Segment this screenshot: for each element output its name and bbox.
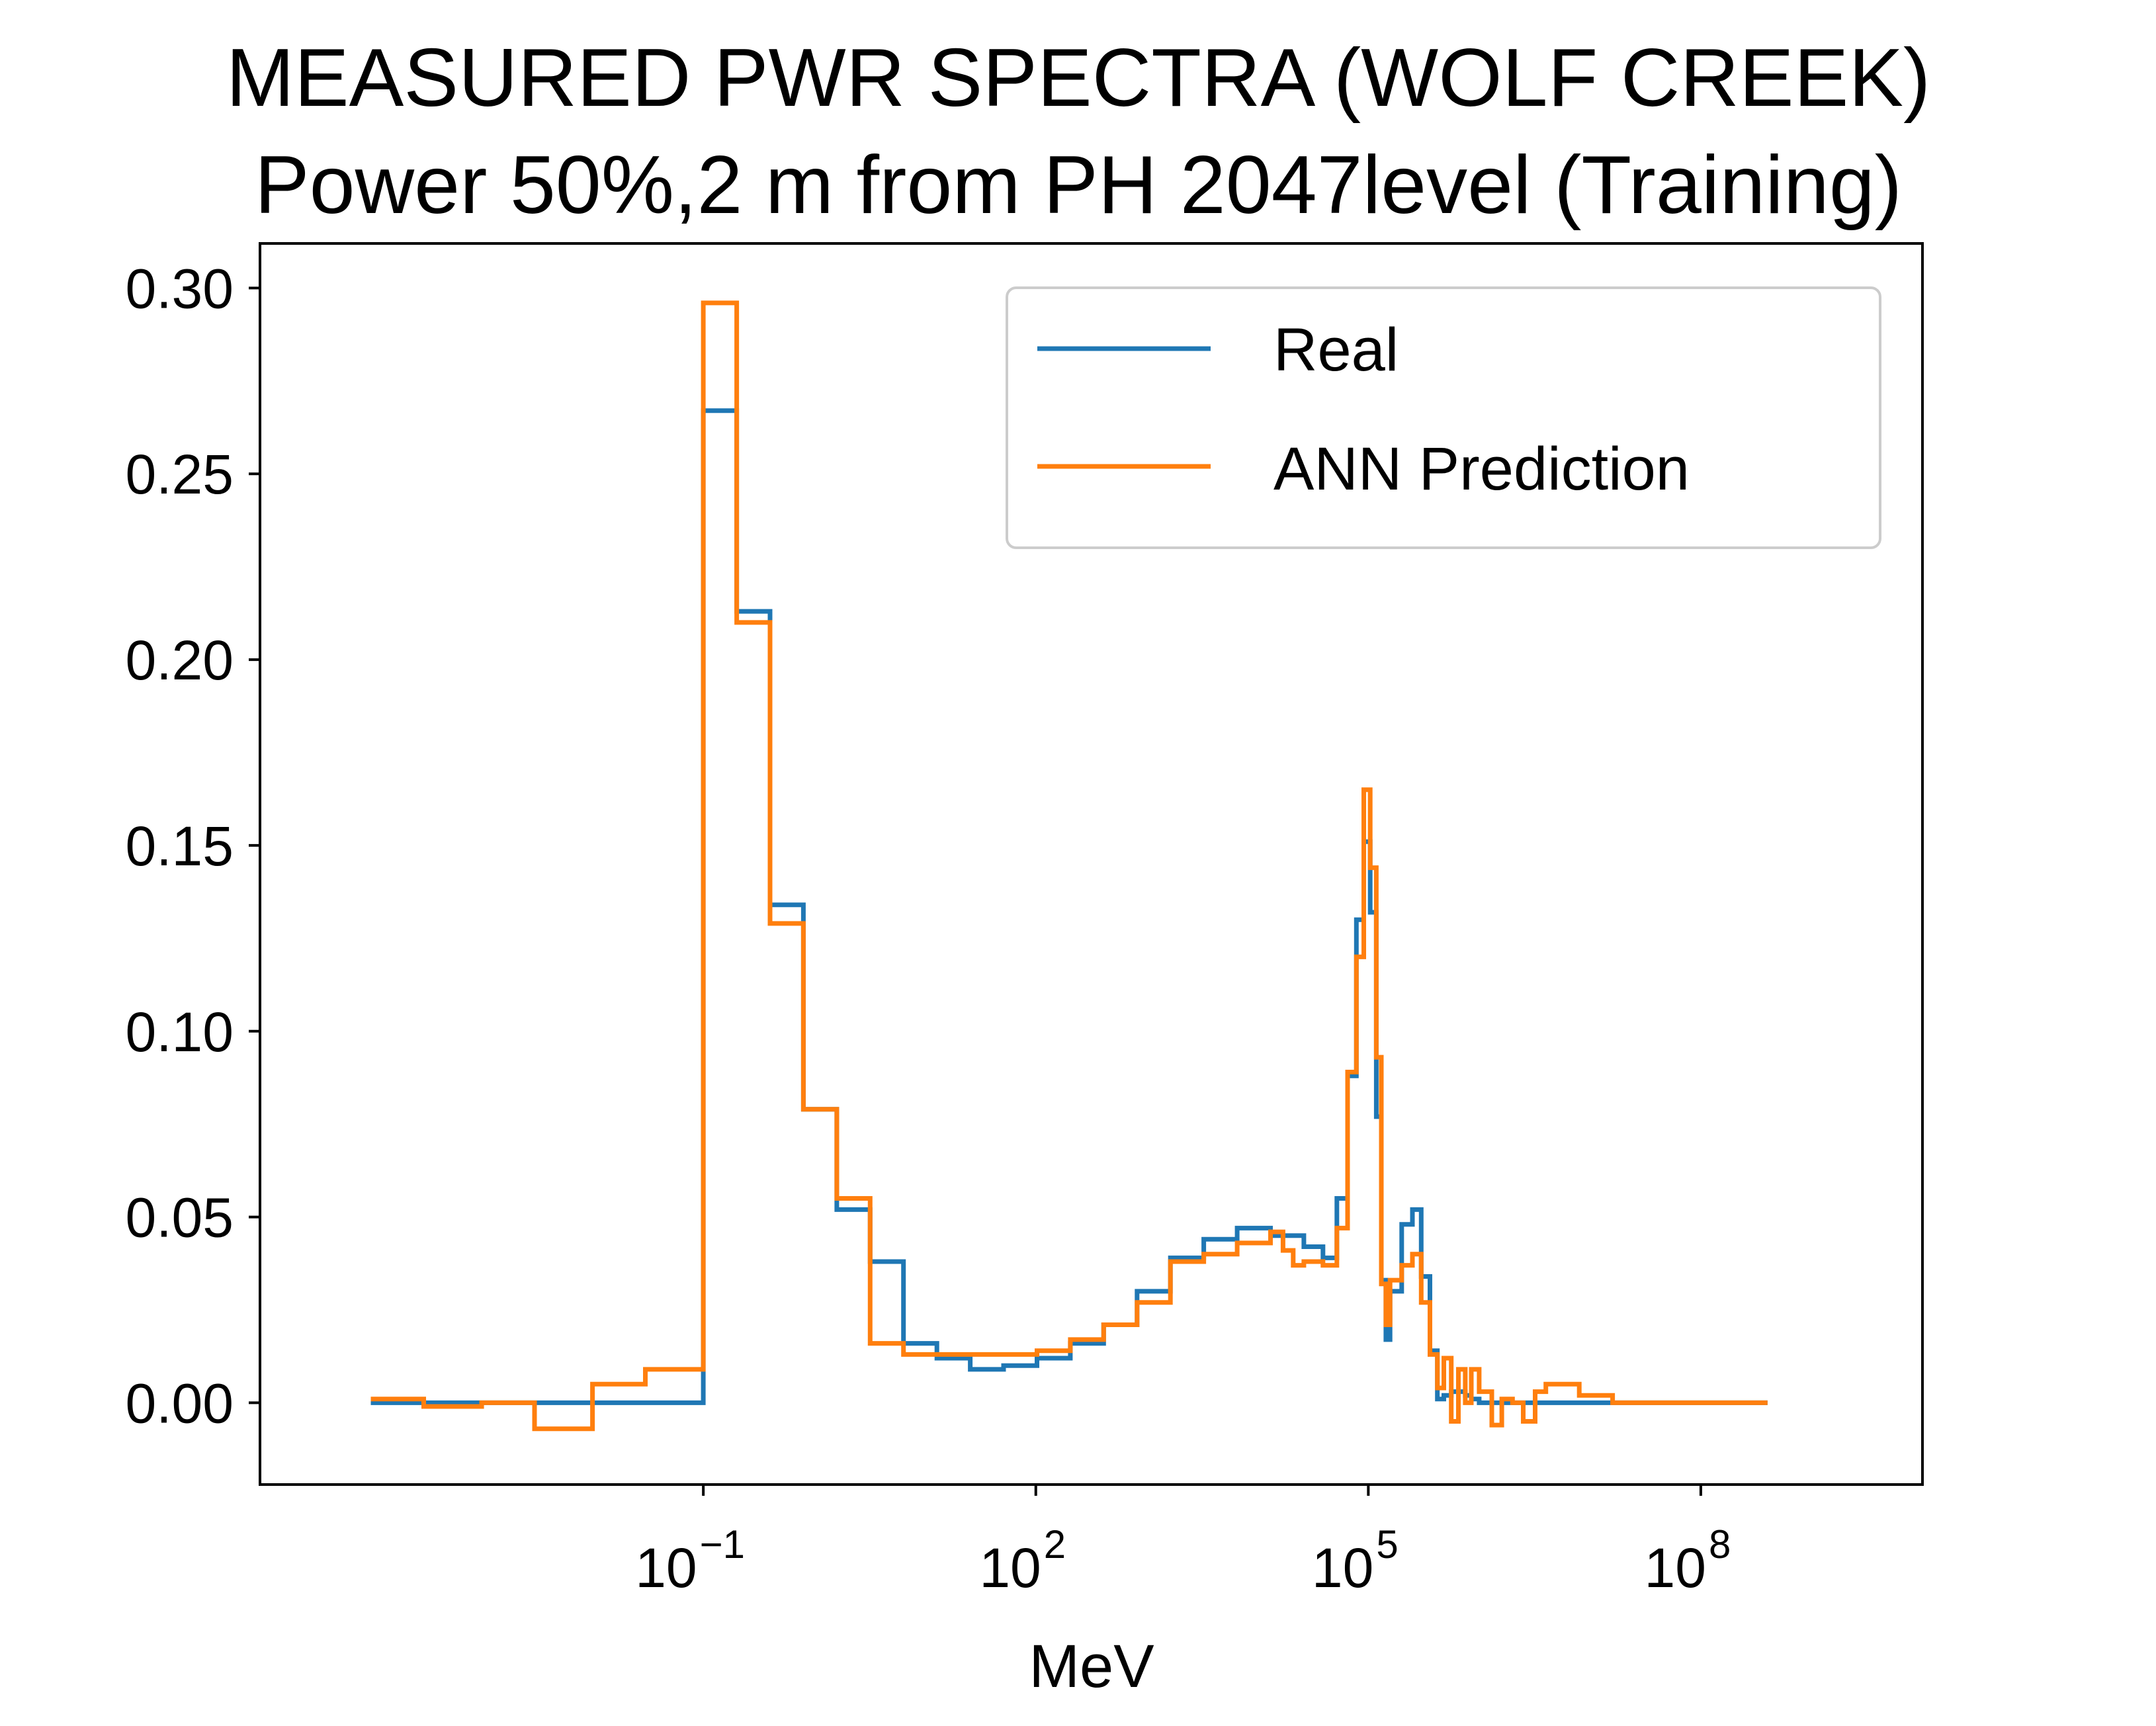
y-tick-label: 0.15 <box>126 815 234 877</box>
chart-subtitle: Power 50%,2 m from PH 2047level (Trainin… <box>255 140 1902 231</box>
x-tick-label: 108 <box>1645 1522 1731 1599</box>
x-tick-label: 105 <box>1312 1522 1399 1599</box>
y-tick-label: 0.20 <box>126 629 234 691</box>
x-tick-label: 10−1 <box>635 1522 745 1599</box>
y-tick-label: 0.00 <box>126 1372 234 1434</box>
legend-label-real: Real <box>1273 316 1399 384</box>
chart-title: MEASURED PWR SPECTRA (WOLF CREEK) <box>226 32 1931 124</box>
legend-box <box>1006 286 1881 549</box>
y-tick-label: 0.10 <box>126 1001 234 1063</box>
plot-area <box>370 300 1768 1432</box>
series-layer <box>370 300 1768 1432</box>
x-axis: 10−1 102 105 108 <box>635 1485 1731 1599</box>
legend: Real ANN Prediction <box>1006 286 1881 549</box>
x-axis-label: MeV <box>1029 1633 1154 1700</box>
series-line-real <box>370 408 1768 1405</box>
axes-frame <box>259 242 1924 1486</box>
x-tick-label: 102 <box>979 1522 1066 1599</box>
legend-label-ann-prediction: ANN Prediction <box>1273 435 1690 503</box>
y-tick-label: 0.05 <box>126 1187 234 1249</box>
series-line-ann-prediction <box>370 300 1768 1432</box>
y-axis: 0.00 0.05 0.10 0.15 0.20 0.25 0.30 <box>126 257 260 1434</box>
y-tick-label: 0.30 <box>126 257 234 320</box>
y-tick-label: 0.25 <box>126 443 234 505</box>
